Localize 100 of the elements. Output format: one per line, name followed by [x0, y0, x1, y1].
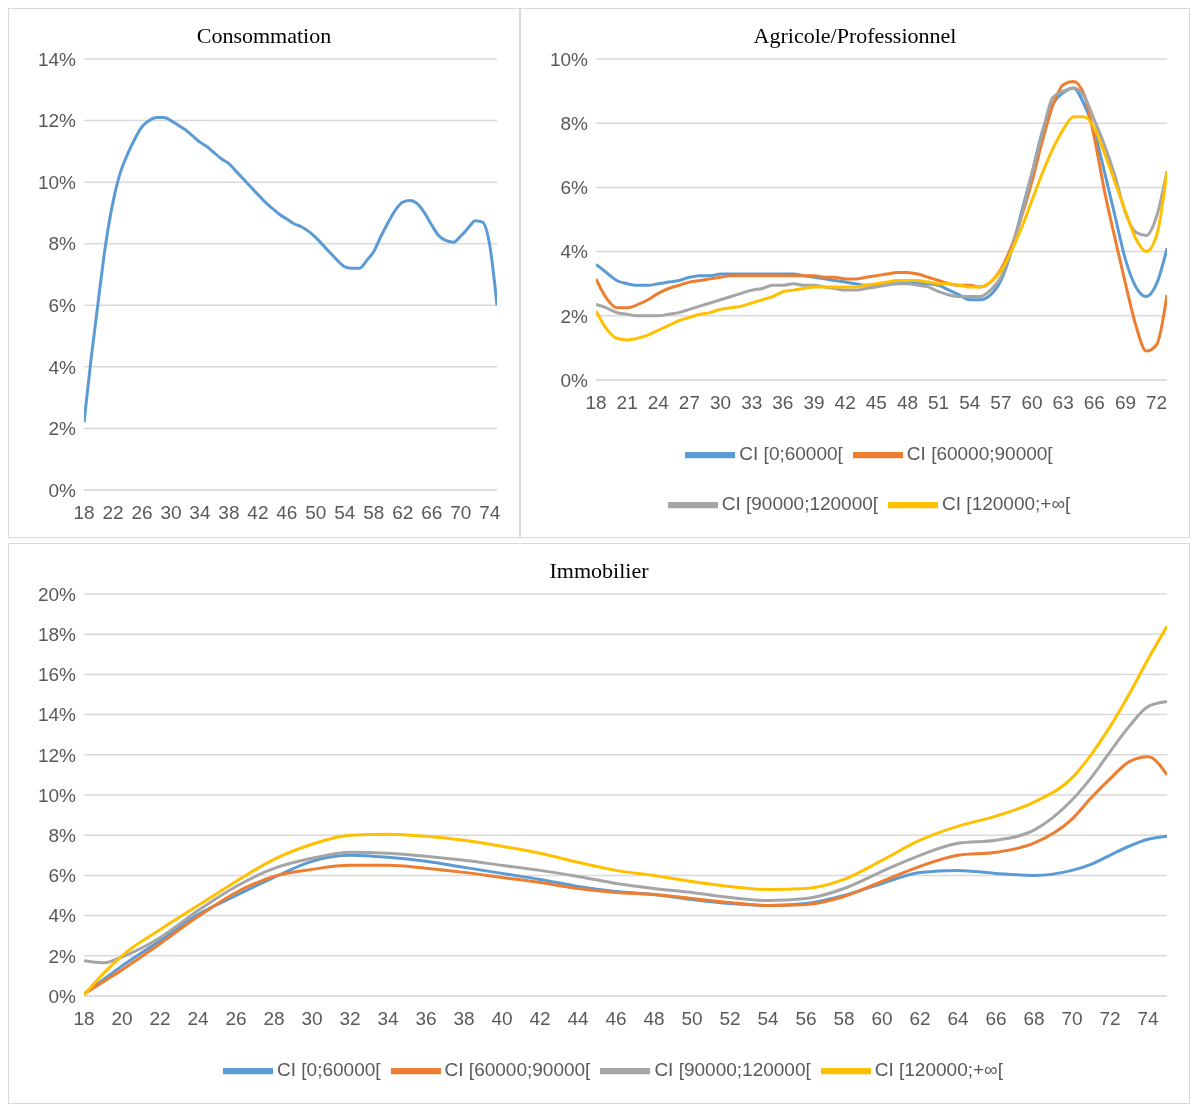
y-tick-label: 6% [560, 177, 589, 199]
legend-label: CI [90000;120000[ [654, 1059, 811, 1081]
x-tick-label: 24 [647, 392, 670, 414]
x-tick-label: 58 [363, 502, 385, 524]
x-tick-label: 36 [415, 1008, 437, 1030]
x-tick-label: 39 [803, 392, 825, 414]
x-tick-label: 21 [616, 392, 638, 414]
x-tick-label: 44 [567, 1008, 589, 1030]
x-tick-label: 74 [1137, 1008, 1159, 1030]
x-tick-label: 46 [605, 1008, 627, 1030]
x-tick-label: 26 [131, 502, 153, 524]
x-tick-label: 62 [392, 502, 414, 524]
x-tick-label: 58 [833, 1008, 855, 1030]
y-tick-label: 12% [37, 110, 77, 132]
x-tick-label: 64 [947, 1008, 969, 1030]
x-tick-label: 18 [73, 502, 95, 524]
legend-label: CI [60000;90000[ [444, 1059, 591, 1081]
y-tick-label: 20% [37, 583, 77, 605]
x-tick-label: 20 [111, 1008, 133, 1030]
x-tick-label: 33 [741, 392, 763, 414]
x-tick-label: 30 [160, 502, 182, 524]
x-tick-label: 54 [757, 1008, 779, 1030]
x-tick-label: 34 [377, 1008, 399, 1030]
y-tick-label: 8% [48, 233, 77, 255]
x-tick-label: 38 [453, 1008, 475, 1030]
x-tick-label: 42 [834, 392, 856, 414]
y-tick-label: 6% [48, 295, 77, 317]
line-series [84, 700, 1167, 965]
y-tick-label: 10% [37, 784, 77, 806]
line-series [596, 115, 1167, 342]
y-tick-label: 4% [48, 356, 77, 378]
x-tick-label: 63 [1052, 392, 1074, 414]
x-tick-label: 69 [1114, 392, 1137, 414]
x-tick-label: 54 [959, 392, 981, 414]
x-tick-label: 45 [865, 392, 887, 414]
y-tick-label: 2% [48, 945, 77, 967]
y-tick-label: 10% [549, 48, 589, 70]
line-series [84, 755, 1167, 996]
x-tick-label: 66 [1083, 392, 1105, 414]
y-tick-label: 10% [37, 171, 77, 193]
y-tick-label: 16% [37, 664, 77, 686]
x-tick-label: 22 [102, 502, 124, 524]
x-tick-label: 46 [276, 502, 298, 524]
chart-title: Agricole/Professionnel [752, 23, 958, 49]
x-tick-label: 51 [928, 392, 950, 414]
x-tick-label: 68 [1023, 1008, 1045, 1030]
x-tick-label: 22 [149, 1008, 171, 1030]
x-tick-label: 72 [1146, 392, 1168, 414]
x-tick-label: 24 [187, 1008, 209, 1030]
x-tick-label: 66 [985, 1008, 1007, 1030]
legend-label: CI [0;60000[ [277, 1059, 381, 1081]
legend-label: CI [120000;+∞[ [874, 1059, 1003, 1081]
line-series [84, 624, 1167, 996]
x-tick-label: 60 [1021, 392, 1043, 414]
y-tick-label: 14% [37, 48, 77, 70]
y-tick-label: 14% [37, 704, 77, 726]
x-tick-label: 42 [247, 502, 269, 524]
y-tick-label: 18% [37, 623, 77, 645]
x-tick-label: 34 [189, 502, 211, 524]
x-tick-label: 60 [871, 1008, 893, 1030]
legend-label: CI [90000;120000[ [721, 493, 879, 515]
x-tick-label: 74 [479, 502, 501, 524]
y-tick-label: 4% [48, 905, 77, 927]
y-tick-label: 2% [560, 305, 589, 327]
x-tick-label: 48 [643, 1008, 665, 1030]
x-tick-label: 54 [334, 502, 356, 524]
y-tick-label: 2% [48, 418, 77, 440]
legend-label: CI [120000;+∞[ [942, 493, 1071, 515]
legend-label: CI [60000;90000[ [906, 443, 1053, 465]
y-tick-label: 0% [48, 985, 77, 1007]
x-tick-label: 18 [585, 392, 607, 414]
x-tick-label: 32 [339, 1008, 361, 1030]
x-tick-label: 50 [305, 502, 327, 524]
x-tick-label: 48 [896, 392, 919, 414]
x-tick-label: 38 [218, 502, 240, 524]
x-tick-label: 28 [263, 1008, 285, 1030]
x-tick-label: 36 [772, 392, 794, 414]
chart-title: Consommation [195, 23, 333, 49]
x-tick-label: 62 [909, 1008, 931, 1030]
x-tick-label: 70 [1061, 1008, 1083, 1030]
legend-label: CI [0;60000[ [739, 443, 843, 465]
y-tick-label: 0% [560, 369, 589, 391]
x-tick-label: 70 [450, 502, 472, 524]
x-tick-label: 30 [710, 392, 732, 414]
x-tick-label: 26 [225, 1008, 247, 1030]
x-tick-label: 57 [990, 392, 1012, 414]
y-tick-label: 12% [37, 744, 77, 766]
y-tick-label: 8% [560, 112, 589, 134]
x-tick-label: 56 [795, 1008, 817, 1030]
x-tick-label: 50 [681, 1008, 703, 1030]
y-tick-label: 6% [48, 865, 77, 887]
y-tick-label: 0% [48, 479, 77, 501]
x-tick-label: 18 [73, 1008, 95, 1030]
x-tick-label: 66 [421, 502, 443, 524]
x-tick-label: 40 [491, 1008, 513, 1030]
y-tick-label: 8% [48, 824, 77, 846]
y-tick-label: 4% [560, 241, 589, 263]
chart-title: Immobilier [548, 558, 650, 584]
x-tick-label: 52 [719, 1008, 741, 1030]
x-tick-label: 30 [301, 1008, 323, 1030]
